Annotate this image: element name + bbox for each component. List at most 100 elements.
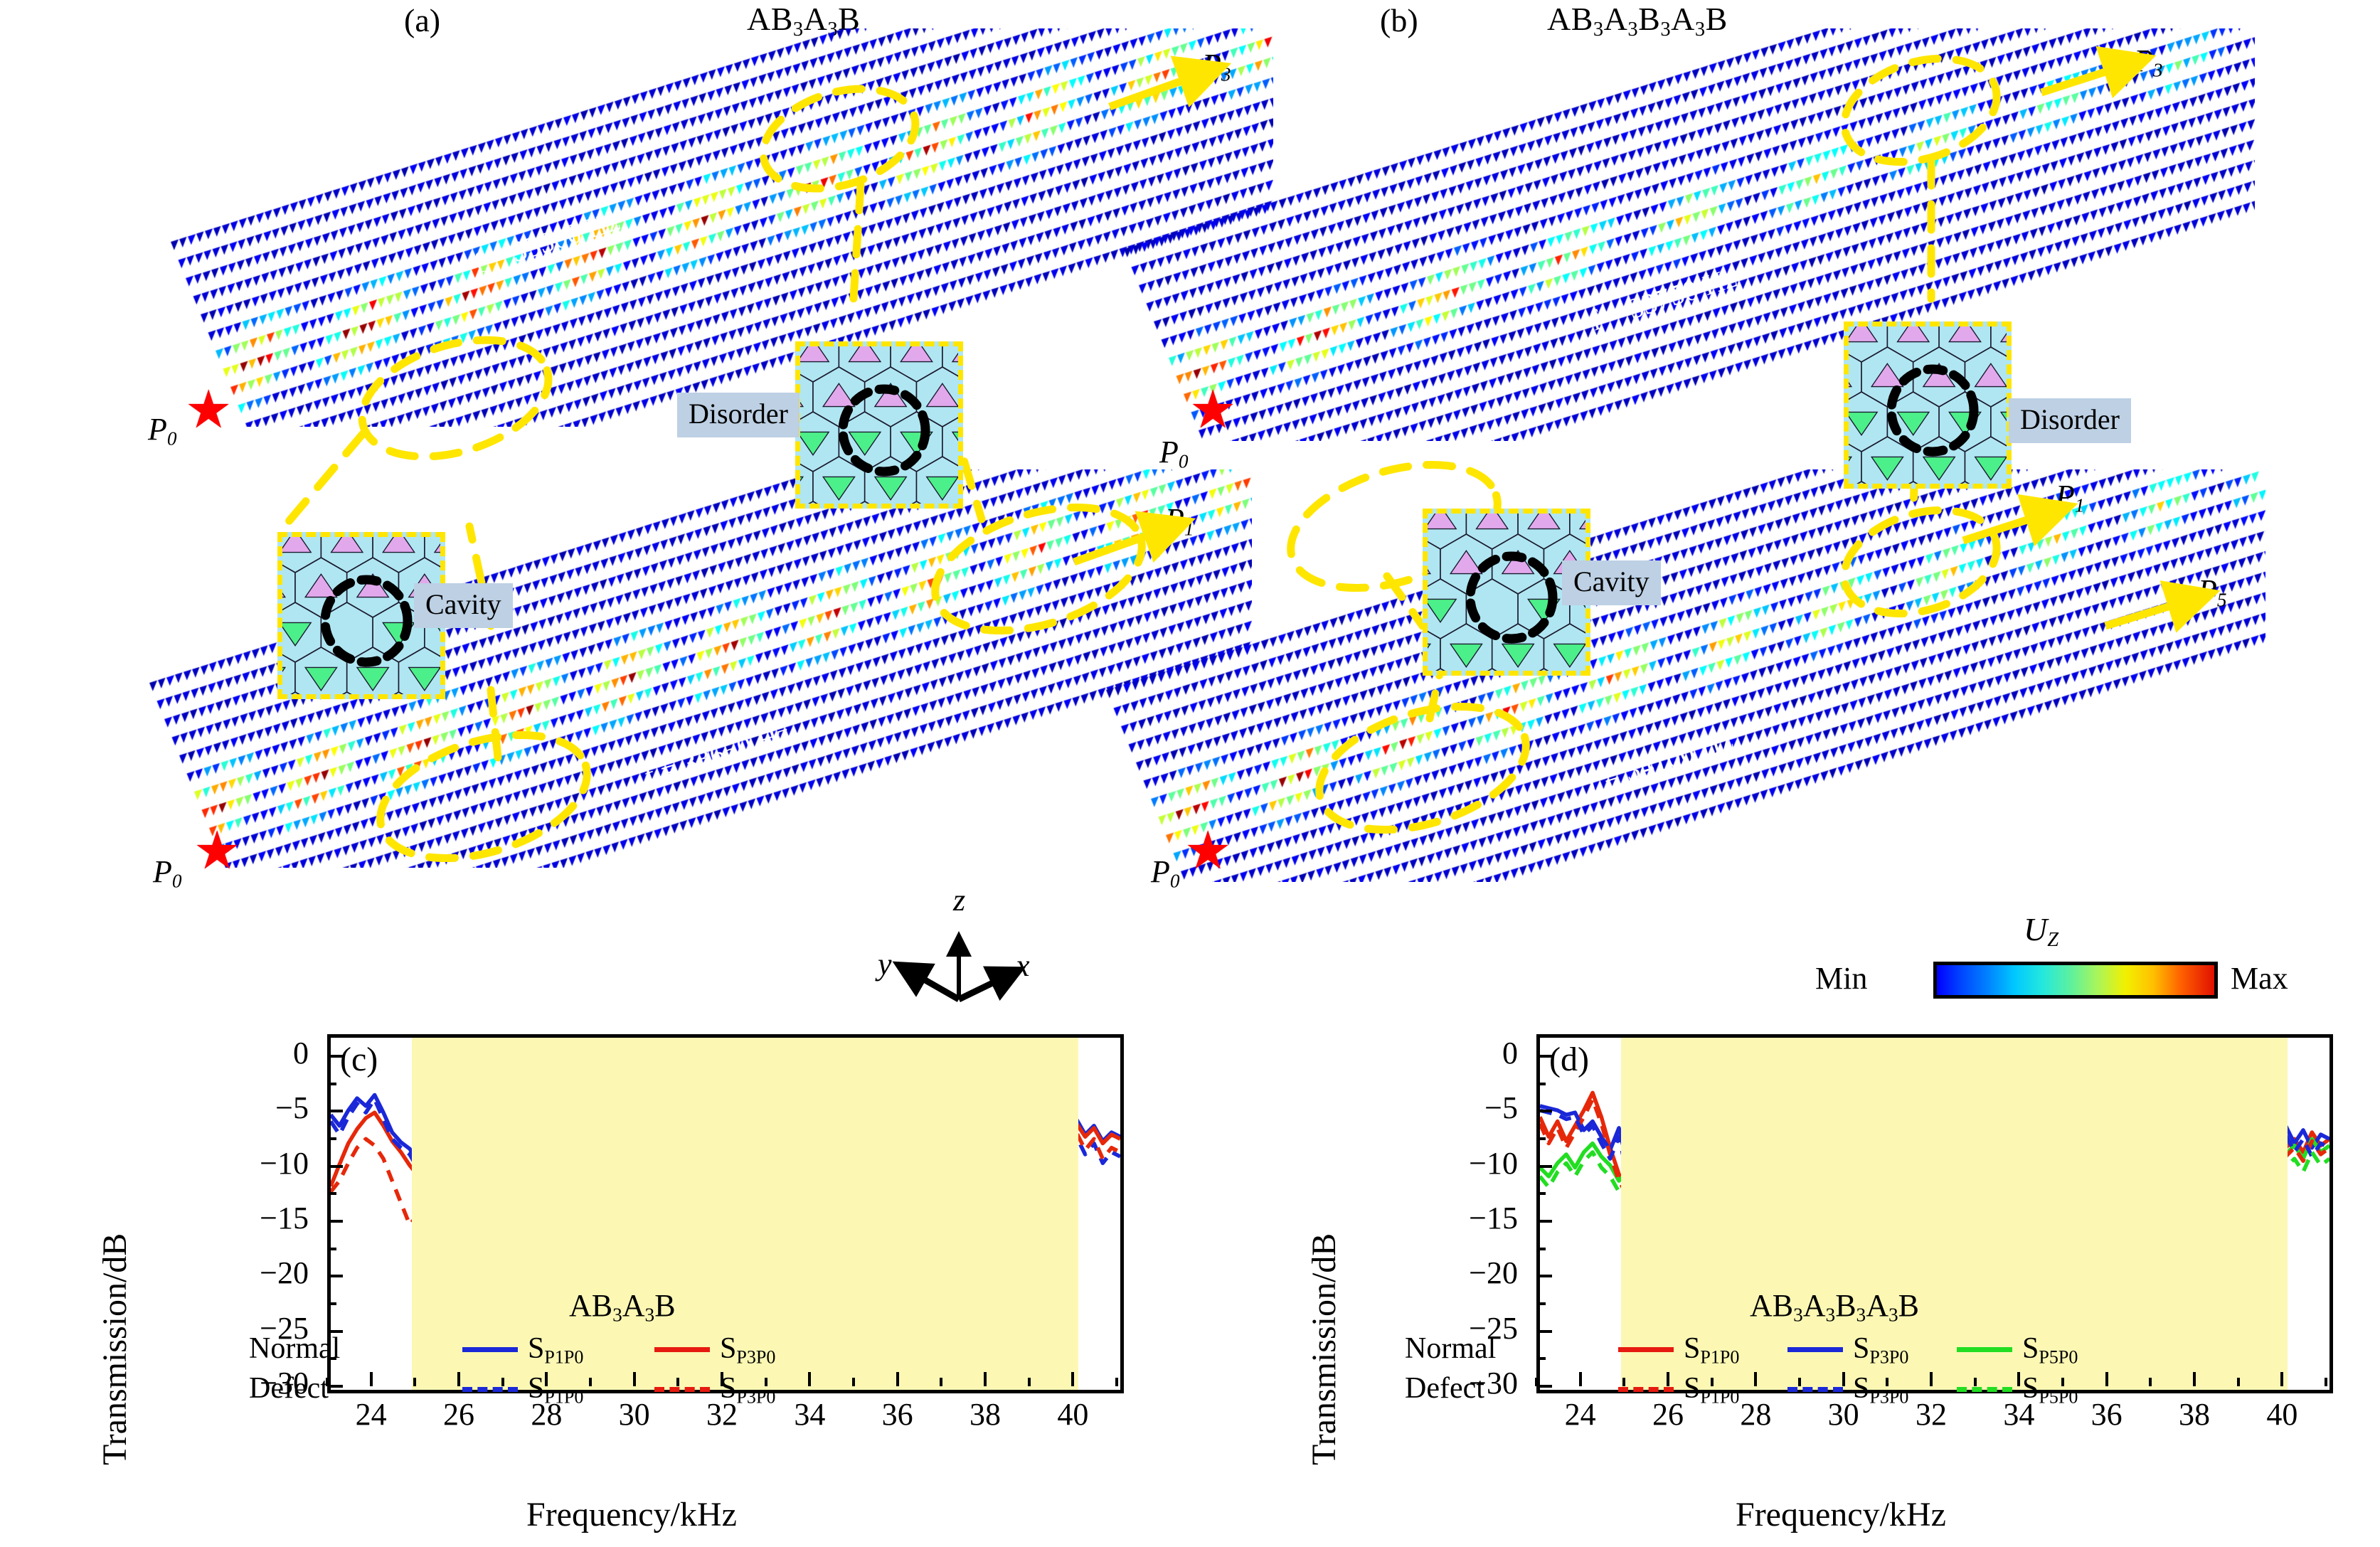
colorbar-title: UZ	[2024, 910, 2058, 952]
x-tick-mark	[984, 1372, 987, 1386]
x-tick-label: 40	[1057, 1397, 1089, 1432]
chart-d-plot-area[interactable]	[1536, 1034, 2333, 1393]
point-label-b-bottom-P1: P1	[2056, 479, 2085, 516]
x-tick-mark	[1071, 1372, 1075, 1386]
colorbar-title-sub: Z	[2047, 928, 2059, 951]
y-tick-mark	[1536, 1054, 1552, 1058]
y-tick-mark	[327, 1054, 343, 1058]
x-minor-tick	[1973, 1378, 1977, 1386]
chart-c-xlabel: Frequency/kHz	[526, 1496, 737, 1533]
y-minor-tick	[327, 1357, 336, 1361]
y-tick-label: 0	[1502, 1035, 1518, 1070]
y-tick-label: 0	[293, 1035, 309, 1070]
legend-row-label: Defect	[249, 1372, 329, 1405]
legend-label-S_P3P0_d[interactable]: SP3P0	[1853, 1372, 1909, 1408]
x-tick-label: 34	[2003, 1397, 2035, 1432]
x-minor-tick	[589, 1378, 592, 1386]
legend-label-S_P3P0[interactable]: SP3P0	[720, 1332, 776, 1368]
x-tick-mark	[808, 1372, 812, 1386]
x-tick-mark	[2280, 1372, 2284, 1386]
x-tick-label: 26	[1652, 1397, 1684, 1432]
x-minor-tick	[2061, 1378, 2064, 1386]
legend-swatch-S_P5P0_d	[1957, 1387, 2012, 1392]
x-minor-tick	[1622, 1378, 1626, 1386]
x-tick-label: 32	[706, 1397, 738, 1432]
colorbar-max-label: Max	[2231, 961, 2288, 996]
x-tick-label: 28	[531, 1397, 563, 1432]
y-tick-label: −30	[260, 1366, 309, 1400]
x-minor-tick	[2325, 1378, 2327, 1386]
legend-swatch-S_P1P0_d	[1618, 1387, 1674, 1392]
y-tick-mark	[327, 1219, 343, 1223]
chart-d-shaded-band	[1621, 1038, 2288, 1390]
source-star-b-top: ★	[1189, 381, 1237, 440]
legend-swatch-S_P1P0	[462, 1347, 518, 1352]
y-minor-tick	[327, 1082, 336, 1085]
chart-d-letter: (d)	[1549, 1041, 1589, 1078]
chart-d-xlabel: Frequency/kHz	[1736, 1496, 1946, 1533]
point-label-b-bottom-P0: P0	[1151, 854, 1180, 892]
y-tick-label: −5	[275, 1090, 309, 1126]
y-minor-tick	[1536, 1302, 1546, 1305]
x-minor-tick	[852, 1378, 855, 1386]
inset-cavity-b	[1423, 509, 1590, 676]
axis-label-x: x	[1016, 948, 1030, 983]
wavefield-plot-b-34100	[1099, 469, 2265, 882]
legend-label-S_P5P0_d[interactable]: SP5P0	[2022, 1372, 2078, 1408]
colorbar-min-label: Min	[1815, 961, 1868, 996]
x-tick-label: 40	[2266, 1397, 2298, 1432]
source-star-b-bottom: ★	[1184, 822, 1232, 881]
wavefield-plot-b-33750	[1117, 28, 2255, 441]
y-tick-label: −10	[260, 1145, 309, 1181]
inset-tag-disorder-b: Disorder	[2009, 398, 2131, 443]
legend-label-S_P1P0[interactable]: SP1P0	[528, 1332, 584, 1368]
y-tick-mark	[1536, 1110, 1552, 1113]
colorbar-gradient	[1933, 962, 2218, 999]
legend-swatch-S_P3P0	[1787, 1347, 1843, 1352]
y-tick-label: −25	[260, 1310, 309, 1346]
x-tick-label: 34	[794, 1397, 826, 1432]
legend-label-S_P3P0_d[interactable]: SP3P0	[720, 1372, 776, 1408]
lattice-cavity-b	[1428, 514, 1585, 671]
legend-row-label: Normal	[1405, 1332, 1497, 1365]
x-minor-tick	[1027, 1378, 1031, 1386]
x-minor-tick	[1710, 1378, 1714, 1386]
legend-swatch-S_P3P0_d	[654, 1387, 710, 1392]
x-minor-tick	[764, 1378, 767, 1386]
legend-label-S_P5P0[interactable]: SP5P0	[2022, 1332, 2078, 1368]
x-minor-tick	[676, 1378, 680, 1386]
source-star-a-top: ★	[185, 381, 233, 440]
legend-label-S_P1P0_d[interactable]: SP1P0	[528, 1372, 584, 1408]
x-tick-label: 38	[969, 1397, 1001, 1432]
x-tick-label: 26	[443, 1397, 474, 1432]
y-tick-mark	[327, 1164, 343, 1168]
colorbar-title-main: U	[2024, 911, 2048, 947]
legend-label-S_P3P0[interactable]: SP3P0	[1853, 1332, 1909, 1368]
y-tick-label: −20	[1469, 1255, 1518, 1291]
x-minor-tick	[1115, 1378, 1118, 1386]
x-tick-label: 32	[1916, 1397, 1947, 1432]
x-tick-mark	[2193, 1372, 2196, 1386]
y-tick-label: −30	[1469, 1366, 1518, 1400]
y-minor-tick	[1536, 1247, 1546, 1250]
x-tick-mark	[1578, 1372, 1582, 1386]
legend-label-S_P1P0[interactable]: SP1P0	[1684, 1332, 1740, 1368]
panel-b-slab-bottom: f = 34100 Hz	[1099, 469, 2265, 882]
chart-c-ylabel: Transmission/dB	[96, 1233, 134, 1465]
inset-disorder-a	[795, 341, 963, 509]
point-label-a-top-P0: P0	[148, 412, 177, 450]
inset-tag-cavity-b: Cavity	[1562, 560, 1661, 605]
legend-label-S_P1P0_d[interactable]: SP1P0	[1684, 1372, 1740, 1408]
x-tick-mark	[545, 1372, 548, 1386]
y-tick-mark	[1536, 1164, 1552, 1168]
legend-swatch-S_P3P0	[654, 1347, 710, 1352]
x-tick-mark	[1667, 1372, 1669, 1386]
chart-c: Transmission/dB (c) AB3A3B Frequency/kHz…	[85, 1024, 1167, 1547]
legend-swatch-S_P1P0_d	[462, 1387, 518, 1392]
coordinate-triad	[892, 931, 1026, 1003]
x-minor-tick	[2236, 1378, 2240, 1386]
chart-c-plot-area[interactable]	[327, 1034, 1124, 1393]
x-tick-mark	[1842, 1372, 1845, 1386]
y-tick-mark	[327, 1110, 343, 1113]
legend-swatch-S_P3P0_d	[1787, 1387, 1843, 1392]
